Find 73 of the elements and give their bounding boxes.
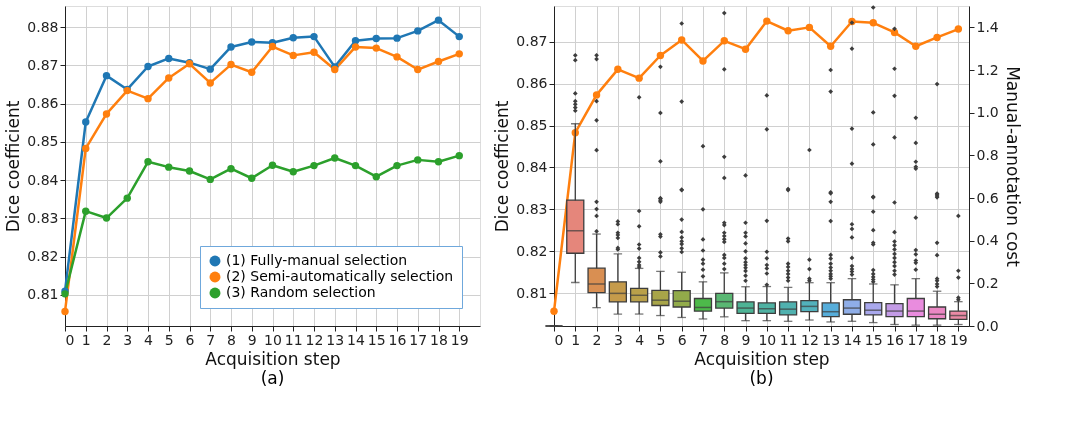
y2-tick-label: 1.2 — [976, 61, 999, 78]
x-tick-label: 2 — [102, 331, 112, 348]
y2-tick-label: 1.0 — [976, 104, 999, 121]
x-tick-label: 16 — [886, 331, 905, 348]
x-tick-label: 13 — [326, 331, 345, 348]
x-tick-label: 12 — [800, 331, 819, 348]
x-tick-label: 9 — [247, 331, 257, 348]
x-tick-label: 5 — [656, 331, 666, 348]
x-tick-label: 11 — [284, 331, 303, 348]
y2-axis-title: Manual-annotation cost — [1002, 66, 1023, 268]
x-tick-label: 4 — [635, 331, 645, 348]
x-tick-label: 17 — [907, 331, 926, 348]
y-tick-label: 0.81 — [27, 286, 59, 303]
y-tick-label: 0.82 — [516, 242, 548, 259]
x-tick-label: 6 — [677, 331, 687, 348]
y2-tick-label: 0.2 — [976, 274, 999, 291]
x-tick-label: 19 — [949, 331, 968, 348]
y-tick-label: 0.88 — [27, 18, 59, 35]
x-tick-label: 16 — [388, 331, 407, 348]
y2-tick-label: 0.4 — [976, 232, 999, 249]
text: (b) — [749, 368, 774, 388]
y-tick-label: 0.82 — [27, 248, 59, 265]
x-tick-label: 17 — [409, 331, 428, 348]
x-tick-label: 6 — [185, 331, 195, 348]
x-tick-label: 14 — [843, 331, 862, 348]
x-tick-label: 8 — [227, 331, 236, 348]
legend-label: (1) Fully-manual selection — [226, 252, 408, 268]
x-tick-label: 3 — [123, 331, 133, 348]
x-tick-label: 0 — [65, 331, 75, 348]
x-tick-label: 19 — [450, 331, 469, 348]
x-tick-label: 7 — [206, 331, 216, 348]
y2-tick-label: 0.0 — [976, 317, 999, 334]
y-tick-label: 0.86 — [27, 95, 59, 112]
x-axis-title: Acquisition step — [694, 348, 830, 369]
y-tick-label: 0.85 — [516, 117, 548, 134]
x-tick-label: 2 — [592, 331, 602, 348]
legend-label: (3) Random selection — [226, 284, 376, 300]
y-axis-title: Dice coefficient — [3, 100, 24, 233]
y-tick-label: 0.83 — [516, 200, 548, 217]
y-tick-label: 0.85 — [27, 133, 59, 150]
x-tick-label: 8 — [720, 331, 730, 348]
y-tick-label: 0.87 — [516, 33, 548, 50]
y-tick-label: 0.84 — [27, 171, 59, 188]
y2-tick-label: 0.8 — [976, 146, 999, 163]
y-tick-label: 0.86 — [516, 75, 548, 92]
y-tick-label: 0.83 — [27, 209, 59, 226]
x-tick-label: 10 — [264, 331, 282, 348]
x-tick-label: 7 — [699, 331, 708, 348]
x-tick-label: 5 — [164, 331, 174, 348]
x-tick-label: 3 — [613, 331, 623, 348]
y-tick-label: 0.84 — [516, 158, 548, 175]
y-tick-label: 0.87 — [27, 56, 59, 73]
x-tick-label: 18 — [430, 331, 448, 348]
x-tick-label: 4 — [144, 331, 154, 348]
x-tick-label: 14 — [347, 331, 365, 348]
legend-label: (2) Semi-automatically selection — [226, 268, 454, 284]
x-tick-label: 10 — [758, 331, 777, 348]
y2-tick-label: 0.6 — [976, 189, 999, 206]
x-tick-label: 1 — [81, 331, 91, 348]
x-tick-label: 15 — [864, 331, 883, 348]
x-tick-label: 15 — [367, 331, 386, 348]
x-axis-title: Acquisition step — [205, 348, 341, 369]
y-axis-title: Dice coefficient — [492, 100, 513, 233]
x-tick-label: 9 — [741, 331, 751, 348]
text: (a) — [260, 368, 285, 388]
y2-tick-label: 1.4 — [976, 18, 999, 35]
x-tick-label: 11 — [779, 331, 798, 348]
x-tick-label: 0 — [554, 331, 564, 348]
x-tick-label: 13 — [822, 331, 841, 348]
x-tick-label: 12 — [305, 331, 324, 348]
y-tick-label: 0.81 — [516, 284, 548, 301]
x-tick-label: 1 — [571, 331, 581, 348]
x-tick-label: 18 — [928, 331, 947, 348]
